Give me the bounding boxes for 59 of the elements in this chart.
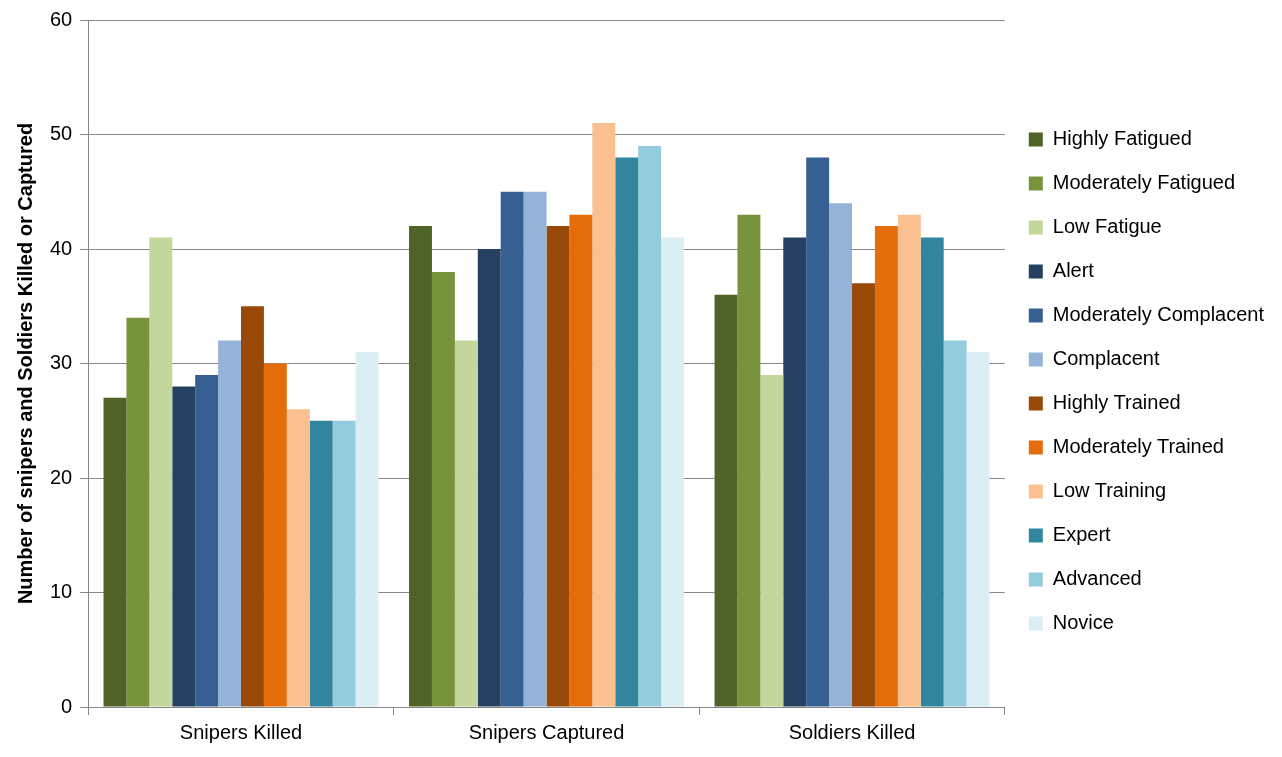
bar: [737, 214, 761, 707]
legend-label: Advanced: [1052, 567, 1142, 590]
bar: [218, 340, 241, 707]
bar: [874, 226, 898, 707]
y-tick-label: 50: [50, 122, 73, 145]
bar: [806, 157, 830, 707]
legend-label: Alert: [1052, 259, 1095, 282]
bar: [241, 306, 264, 707]
bar: [332, 420, 356, 707]
bar: [920, 237, 944, 707]
bar: [943, 340, 967, 707]
bar: [760, 374, 784, 707]
x-tick-label: Snipers Captured: [468, 720, 625, 743]
y-tick-label: 20: [50, 465, 73, 488]
x-tick-label: Snipers Killed: [179, 720, 303, 743]
legend-label: Moderately Complacent: [1052, 303, 1265, 326]
bar: [546, 226, 570, 707]
bar: [592, 123, 616, 707]
bar: [149, 237, 173, 707]
y-tick-label: 30: [50, 351, 73, 374]
legend-label: Moderately Fatigued: [1052, 171, 1236, 194]
bar: [195, 374, 219, 707]
bar: [172, 386, 196, 707]
bar: [615, 157, 639, 707]
legend-label: Low Training: [1052, 479, 1167, 502]
bar: [263, 363, 287, 707]
bar: [852, 283, 875, 707]
legend-label: Moderately Trained: [1052, 435, 1224, 458]
bar: [500, 191, 524, 707]
bar: [523, 191, 547, 707]
bar: [355, 352, 379, 707]
bar: [638, 145, 662, 707]
bar: [454, 340, 478, 707]
bar: [714, 294, 738, 707]
y-tick-label: 10: [50, 580, 73, 603]
bar: [661, 237, 684, 707]
legend-label: Expert: [1052, 523, 1112, 546]
y-tick-label: 60: [50, 7, 73, 30]
bar: [477, 249, 501, 707]
bar: [966, 352, 990, 707]
legend-label: Highly Fatigued: [1052, 127, 1192, 150]
bar: [569, 214, 593, 707]
y-axis-title: Number of snipers and Soldiers Killed or Captured: [13, 122, 36, 605]
legend-label: Low Fatigue: [1052, 215, 1162, 238]
bar: [409, 226, 432, 707]
y-tick-label: 40: [50, 236, 73, 259]
legend-label: Novice: [1052, 611, 1114, 634]
bar: [431, 271, 455, 707]
bar: [829, 203, 853, 707]
bar: [103, 397, 127, 707]
legend-label: Highly Trained: [1052, 391, 1181, 414]
legend-label: Complacent: [1052, 347, 1160, 370]
bar: [309, 420, 333, 707]
y-tick-label: 0: [61, 694, 73, 717]
bar: [897, 214, 921, 707]
bar: [126, 317, 150, 707]
bar: [783, 237, 807, 707]
bar: [286, 409, 310, 707]
x-tick-label: Soldiers Killed: [788, 720, 916, 743]
